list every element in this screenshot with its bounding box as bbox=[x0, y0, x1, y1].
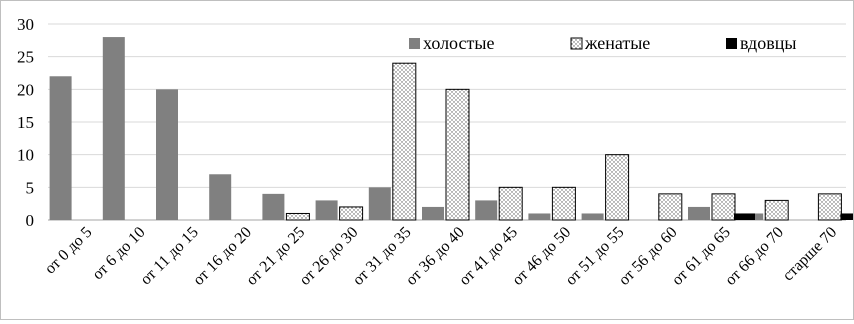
bar-женатые bbox=[392, 62, 417, 221]
legend-label: вдовцы bbox=[740, 33, 796, 53]
legend-item: женатые bbox=[570, 33, 650, 53]
bar-женатые bbox=[711, 193, 736, 221]
bar-холостые bbox=[688, 206, 710, 220]
bar-холостые bbox=[209, 174, 232, 220]
bar-женатые bbox=[817, 193, 842, 221]
bar-женатые bbox=[658, 193, 683, 221]
bar-женатые bbox=[764, 199, 789, 221]
bar-холостые bbox=[315, 200, 338, 220]
y-tick-label: 20 bbox=[17, 80, 34, 99]
legend-item: вдовцы bbox=[726, 33, 796, 53]
y-axis: 0 5 10 15 20 25 30 bbox=[17, 15, 34, 230]
legend-label: холостые bbox=[423, 33, 494, 53]
legend: холостые женатые вдовцы bbox=[409, 33, 796, 53]
legend-swatch bbox=[570, 37, 583, 50]
bar-женатые bbox=[339, 206, 364, 221]
bar-холостые bbox=[102, 37, 125, 220]
bar-холостые bbox=[156, 89, 178, 220]
bar-вдовцы bbox=[840, 213, 854, 220]
y-tick-label: 15 bbox=[17, 113, 34, 132]
bar-холостые bbox=[581, 213, 604, 220]
legend-swatch bbox=[726, 38, 737, 49]
legend-swatch bbox=[409, 38, 420, 49]
y-tick-label: 10 bbox=[17, 146, 34, 165]
legend-item: холостые bbox=[409, 33, 494, 53]
bar-женатые bbox=[445, 88, 470, 221]
bars bbox=[49, 37, 854, 221]
bar-женатые bbox=[605, 154, 630, 221]
y-tick-label: 25 bbox=[17, 48, 34, 67]
bar-холостые bbox=[368, 187, 391, 220]
legend-label: женатые bbox=[584, 33, 650, 53]
bar-вдовцы bbox=[734, 213, 755, 220]
bar-холостые bbox=[422, 206, 444, 220]
bar-холостые bbox=[49, 76, 72, 221]
x-tick-label: от 66 до 70 bbox=[722, 224, 787, 289]
y-tick-label: 0 bbox=[26, 211, 35, 230]
bar-женатые bbox=[551, 186, 576, 221]
bar-женатые bbox=[498, 186, 523, 221]
bar-холостые bbox=[262, 193, 285, 220]
x-tick-label: от 0 до 5 bbox=[42, 224, 96, 278]
y-tick-label: 30 bbox=[17, 15, 34, 34]
bar-женатые bbox=[285, 212, 310, 221]
x-tick-label: старше 70 bbox=[780, 224, 841, 285]
bar-холостые bbox=[475, 200, 498, 220]
bar-холостые bbox=[528, 213, 551, 220]
y-tick-label: 5 bbox=[26, 178, 35, 197]
